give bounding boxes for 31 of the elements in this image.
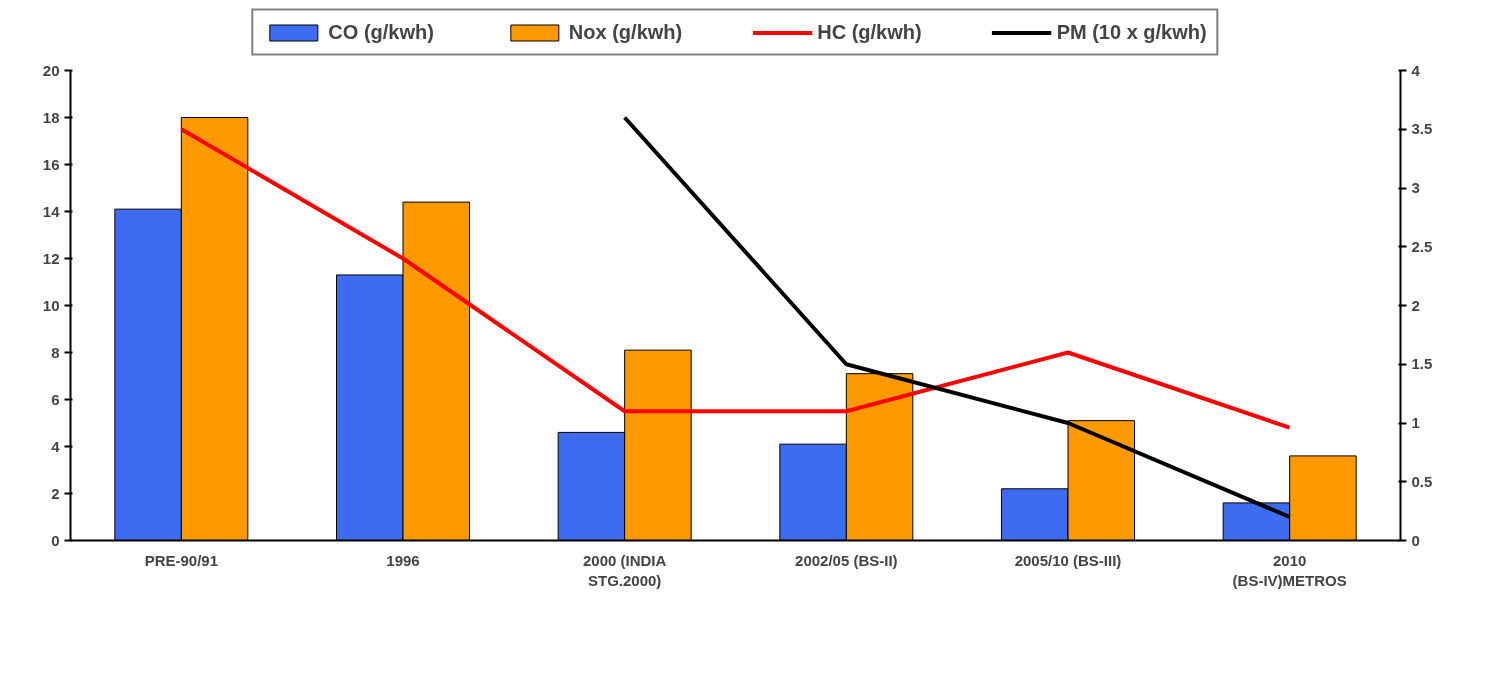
x-tick-label: 2005/10 (BS-III) xyxy=(1014,551,1122,569)
y-tick-label: 12 xyxy=(42,249,60,267)
y-tick-label: 6 xyxy=(51,390,60,408)
legend-label: PM (10 x g/kwh) xyxy=(1056,20,1207,44)
x-tick-label: 2002/05 (BS-II) xyxy=(795,551,898,569)
y2-tick-label: 0 xyxy=(1411,531,1420,549)
x-tick-label: PRE-90/91 xyxy=(144,551,219,569)
y-tick-label: 4 xyxy=(51,437,61,455)
y2-tick-label: 4 xyxy=(1411,61,1421,79)
x-tick-label: 2000 (INDIA STG.2000) xyxy=(582,551,667,589)
y-tick-label: 20 xyxy=(42,61,60,79)
y-tick-label: 8 xyxy=(51,343,60,361)
legend-label: Nox (g/kwh) xyxy=(568,20,683,44)
legend-label: HC (g/kwh) xyxy=(817,20,922,44)
line-series xyxy=(179,127,1292,430)
y2-tick-label: 2.5 xyxy=(1411,237,1433,255)
y2-tick-label: 3 xyxy=(1411,179,1420,196)
y-tick-label: 0 xyxy=(51,531,60,549)
x-tick-label: 1996 xyxy=(386,551,420,569)
x-tick-label: 2010 (BS-IV)METROS xyxy=(1232,551,1347,589)
legend-label: CO (g/kwh) xyxy=(328,20,434,44)
y2-tick-label: 1 xyxy=(1411,414,1420,431)
y2-tick-label: 3.5 xyxy=(1411,120,1433,138)
y-tick-label: 2 xyxy=(51,484,60,502)
y2-tick-label: 1.5 xyxy=(1411,355,1433,373)
y2-tick-label: 2 xyxy=(1411,296,1420,314)
y-tick-label: 10 xyxy=(42,296,60,314)
y-tick-label: 18 xyxy=(42,108,60,126)
y2-tick-label: 0.5 xyxy=(1411,472,1433,490)
y-tick-label: 14 xyxy=(42,202,61,220)
y-tick-label: 16 xyxy=(42,155,60,173)
